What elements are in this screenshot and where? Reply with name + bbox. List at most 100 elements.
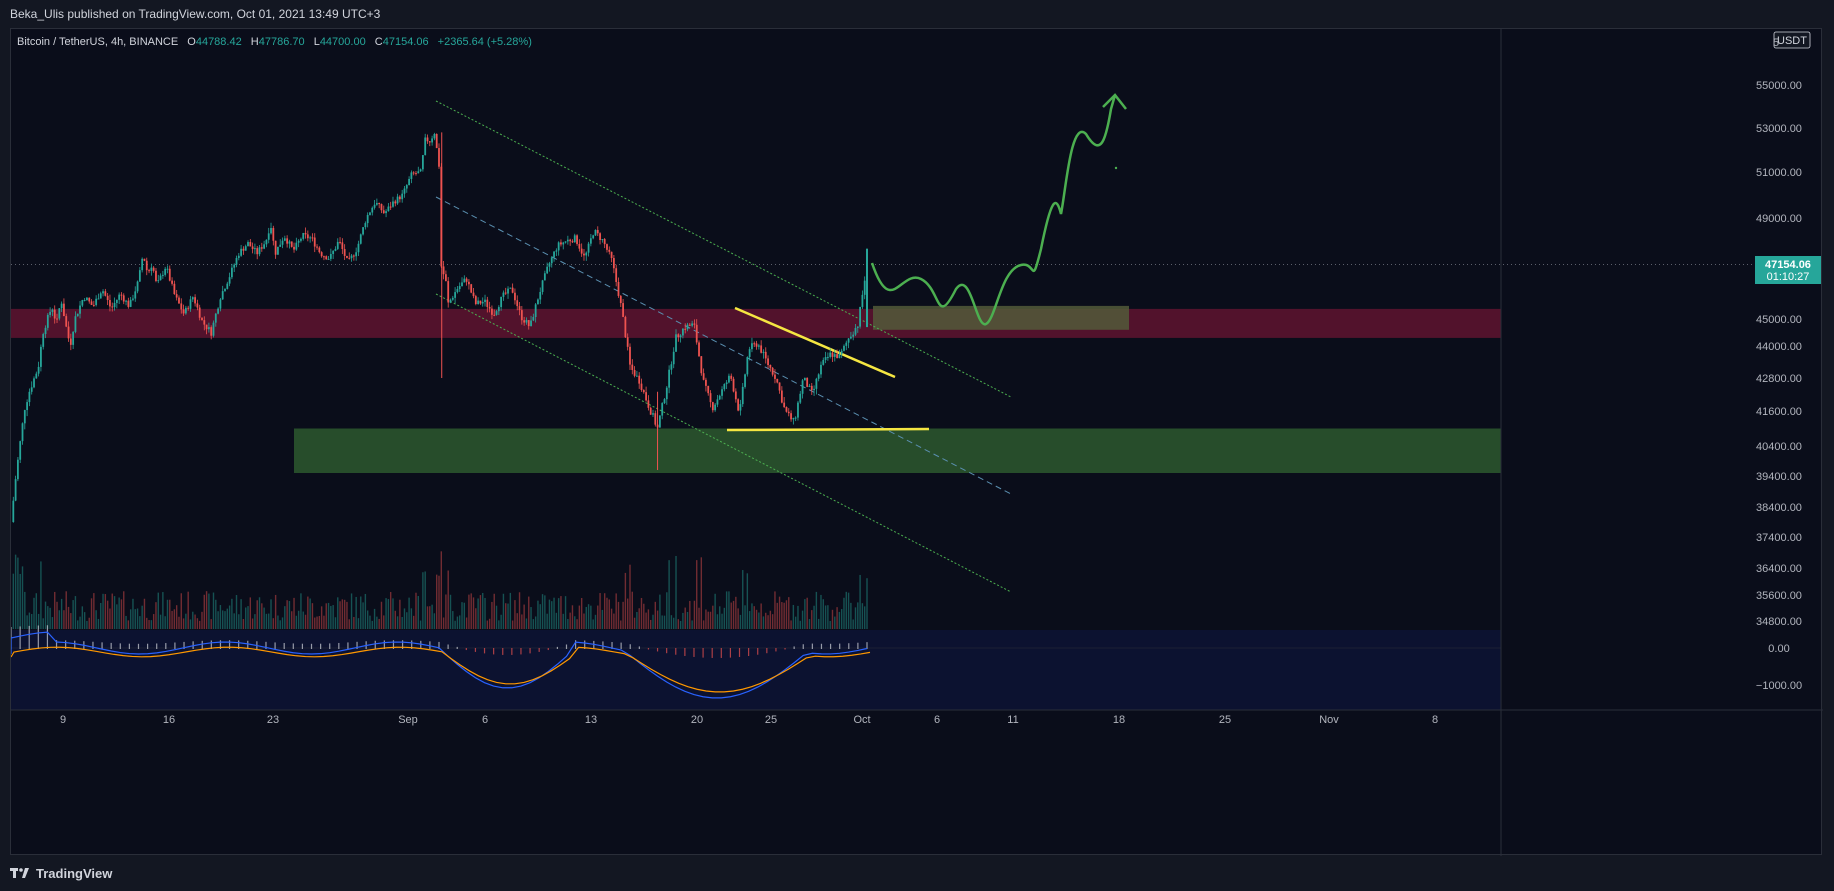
volume-bar — [192, 611, 194, 629]
candle-body — [856, 326, 859, 328]
volume-bar — [776, 602, 778, 629]
candle-body — [173, 283, 176, 295]
volume-bar — [829, 620, 831, 629]
y-tick-label: 45000.00 — [1756, 314, 1802, 326]
candle-body — [520, 310, 523, 321]
candle-body — [709, 393, 712, 403]
volume-bar — [175, 605, 178, 629]
brand[interactable]: TradingView — [10, 866, 112, 881]
time-axis[interactable]: 9 16 23 Sep 6 13 20 25 Oct 6 11 18 25 Nov 8 — [11, 709, 1823, 726]
candle-body — [555, 250, 558, 252]
candle-body — [290, 241, 293, 247]
macd-histogram-bar — [720, 648, 722, 658]
currency-label: USDT — [1777, 35, 1807, 47]
candle-body — [435, 134, 438, 149]
candle-body — [537, 299, 539, 305]
volume-bar — [125, 615, 127, 629]
volume-bar — [548, 599, 551, 629]
volume-bar — [534, 616, 537, 629]
volume-bar — [728, 591, 730, 629]
candle-body — [474, 296, 477, 305]
volume-bar — [820, 594, 822, 629]
candle-body — [688, 324, 691, 326]
macd-histogram-bar — [55, 640, 58, 649]
candle-body — [707, 385, 710, 394]
price-axis[interactable]: 55000.00 53000.00 51000.00 49000.00 45000.00… — [1500, 29, 1802, 856]
macd-histogram-bar — [347, 642, 349, 649]
candle-body — [155, 270, 157, 281]
currency-badge[interactable]: USDT — [1773, 31, 1811, 49]
candle-body — [778, 382, 781, 391]
volume-bar — [698, 607, 700, 629]
macd-histogram-bar — [401, 640, 404, 649]
x-tick-label: Nov — [1319, 714, 1339, 726]
macd-histogram-bar — [520, 648, 522, 655]
candle-body — [507, 288, 509, 294]
volume-bar — [850, 602, 852, 629]
candle-body — [26, 402, 29, 411]
macd-histogram-bar — [584, 640, 586, 649]
volume-bar — [24, 591, 26, 629]
macd-histogram-bar — [574, 640, 577, 649]
volume-bar — [408, 597, 410, 629]
candle-body — [352, 255, 355, 257]
candle-body — [767, 358, 769, 365]
candle-body — [233, 264, 236, 268]
candle-body — [757, 345, 760, 347]
candle-body — [171, 280, 173, 284]
candle-body — [401, 193, 404, 200]
candle-body — [624, 316, 627, 338]
candle-body — [702, 373, 705, 380]
candle-body — [553, 251, 555, 258]
candle-body — [366, 214, 369, 224]
candle-body — [746, 357, 749, 375]
candle-body — [164, 268, 167, 275]
volume-bar — [339, 601, 341, 629]
brand-text: TradingView — [36, 866, 113, 881]
volume-bar — [482, 592, 484, 629]
candle-body — [718, 395, 721, 400]
volume-bar — [705, 609, 707, 629]
macd-histogram-bar — [46, 625, 49, 649]
candle-body — [359, 234, 362, 244]
channel-upper-line — [435, 100, 1012, 398]
candle-body — [454, 292, 457, 298]
macd-histogram-bar — [283, 642, 285, 649]
volume-bar — [735, 596, 737, 629]
candle-body — [541, 280, 544, 292]
candle-body — [281, 240, 284, 245]
macd-histogram-bar — [529, 648, 531, 654]
candle-body — [272, 228, 275, 241]
macd-histogram-bar — [247, 640, 249, 649]
volume-bar — [580, 598, 583, 629]
chart-pane[interactable]: 55000.00 53000.00 51000.00 49000.00 45000.00… — [10, 28, 1823, 856]
candle-body — [141, 258, 144, 271]
y-tick-label: 34800.00 — [1756, 616, 1802, 628]
candle-body — [645, 392, 647, 401]
candle-body — [53, 309, 56, 319]
candle-body — [532, 317, 535, 321]
candle-body — [247, 242, 249, 247]
volume-bar — [574, 616, 576, 629]
price-chart[interactable]: 55000.00 53000.00 51000.00 49000.00 45000.00… — [11, 29, 1823, 856]
volume-bar — [553, 597, 555, 629]
candle-body — [270, 228, 272, 234]
candle-body — [564, 241, 567, 243]
macd-histogram-bar — [829, 643, 832, 649]
volume-bar — [649, 619, 652, 629]
candle-body — [341, 242, 344, 250]
candle-body — [46, 314, 49, 328]
candle-body — [491, 308, 493, 315]
volume-bar — [70, 613, 72, 629]
candle-body — [463, 278, 466, 283]
candle-body — [849, 336, 852, 339]
candle-body — [714, 404, 717, 411]
candle-body — [633, 369, 636, 376]
candle-body — [776, 378, 779, 383]
volume-bar — [77, 620, 79, 629]
volume-bar — [445, 594, 447, 629]
candle-body — [125, 300, 127, 302]
candle-body — [468, 281, 470, 285]
volume-bar — [755, 609, 758, 629]
candle-body — [304, 232, 307, 235]
